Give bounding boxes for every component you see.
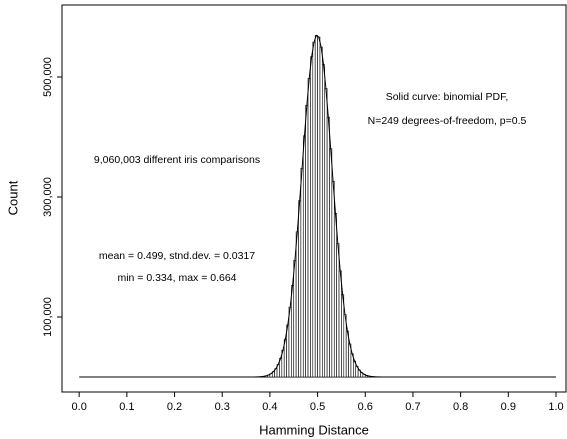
- bar: [338, 270, 342, 378]
- y-tick-label: 100,000: [42, 297, 54, 337]
- bar: [322, 64, 326, 378]
- x-tick-label: 0.8: [453, 401, 468, 413]
- annotation: Solid curve: binomial PDF,: [386, 91, 509, 103]
- x-tick-label: 0.3: [215, 401, 230, 413]
- bar: [331, 181, 335, 378]
- bar: [298, 200, 302, 378]
- bar: [305, 104, 309, 378]
- x-tick-label: 0.9: [501, 401, 516, 413]
- bar: [300, 167, 304, 378]
- x-tick-label: 0.0: [72, 401, 87, 413]
- x-tick-label: 1.0: [548, 401, 563, 413]
- y-axis-label: Count: [5, 180, 20, 215]
- x-tick-label: 0.7: [405, 401, 420, 413]
- annotation: 9,060,003 different iris comparisons: [94, 154, 260, 166]
- x-axis-label: Hamming Distance: [259, 422, 369, 437]
- bar: [319, 46, 323, 378]
- bar: [317, 36, 321, 378]
- bar: [324, 88, 328, 378]
- bar: [307, 78, 311, 378]
- bar: [333, 213, 337, 378]
- bar: [341, 294, 345, 378]
- bar: [302, 135, 306, 378]
- bar: [288, 306, 292, 378]
- x-tick-label: 0.5: [310, 401, 325, 413]
- bar: [312, 41, 316, 378]
- annotation: N=249 degrees-of-freedom, p=0.5: [368, 115, 527, 127]
- bar: [314, 35, 318, 378]
- bar: [293, 260, 297, 378]
- x-tick-label: 0.2: [167, 401, 182, 413]
- bar: [310, 56, 314, 378]
- bar: [291, 285, 295, 378]
- bar: [329, 148, 333, 378]
- y-tick-label: 300,000: [42, 177, 54, 217]
- annotation: min = 0.334, max = 0.664: [117, 272, 236, 284]
- bar: [336, 243, 340, 378]
- bar: [343, 314, 347, 378]
- bar: [295, 231, 299, 378]
- annotation: mean = 0.499, stnd.dev. = 0.0317: [99, 250, 255, 262]
- x-tick-label: 0.1: [119, 401, 134, 413]
- x-tick-label: 0.6: [358, 401, 373, 413]
- bar: [326, 116, 330, 378]
- plot-frame: [61, 4, 567, 393]
- curve: [237, 34, 398, 378]
- x-tick-label: 0.4: [262, 401, 277, 413]
- y-tick-label: 500,000: [42, 57, 54, 97]
